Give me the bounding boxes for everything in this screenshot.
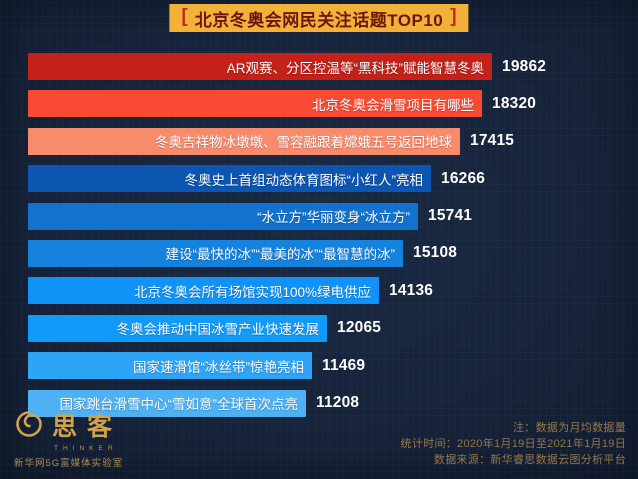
topic-bar: 冬奥史上首组动态体育图标“小红人”亮相 — [28, 165, 431, 193]
note-line: 数据来源：新华睿思数据云图分析平台 — [433, 454, 626, 466]
title-bracket-left: [ — [181, 6, 188, 27]
topic-bar: 冬奥吉祥物冰墩墩、雪容融跟着嫦娥五号返回地球 — [28, 127, 460, 155]
topic-value: 15741 — [428, 207, 473, 225]
topic-bar: 建设“最快的冰”“最美的冰”“最智慧的冰” — [28, 239, 403, 267]
topic-label: 北京冬奥会滑雪项目有哪些 — [312, 97, 474, 113]
topic-label: 国家跳台滑雪中心“雪如意”全球首次点亮 — [59, 397, 299, 413]
topic-bar: 国家跳台滑雪中心“雪如意”全球首次点亮 — [28, 389, 306, 417]
chart-bar-row: 冬奥史上首组动态体育图标“小红人”亮相 16266 — [28, 165, 638, 193]
chart-bar-row: 冬奥吉祥物冰墩墩、雪容融跟着嫦娥五号返回地球 17415 — [28, 127, 638, 155]
topic-label: 冬奥吉祥物冰墩墩、雪容融跟着嫦娥五号返回地球 — [155, 135, 452, 151]
chart-bar-row: 国家跳台滑雪中心“雪如意”全球首次点亮 11208 — [28, 389, 638, 417]
chart-bar-row: “水立方”华丽变身“冰立方” 15741 — [28, 202, 638, 230]
topic-label: 冬奥史上首组动态体育图标“小红人”亮相 — [184, 172, 424, 188]
bar-chart: AR观赛、分区控温等“黑科技”赋能智慧冬奥 19862 北京冬奥会滑雪项目有哪些 18… — [28, 53, 638, 427]
topic-value: 11208 — [316, 394, 360, 412]
chart-bar-row: 北京冬奥会所有场馆实现100%绿电供应 14136 — [28, 277, 638, 305]
chart-bar-row: 建设“最快的冰”“最美的冰”“最智慧的冰” 15108 — [28, 239, 638, 267]
topic-label: AR观赛、分区控温等“黑科技”赋能智慧冬奥 — [226, 60, 484, 76]
title-bracket-right: ] — [450, 6, 457, 27]
topic-value: 15108 — [413, 244, 458, 262]
topic-bar: 北京冬奥会滑雪项目有哪些 — [28, 90, 482, 118]
topic-bar: 国家速滑馆“冰丝带”惊艳亮相 — [28, 352, 312, 380]
chart-bar-row: AR观赛、分区控温等“黑科技”赋能智慧冬奥 19862 — [28, 53, 638, 80]
data-source-notes: 注：数据为月均数据量 统计时间：2020年1月19日至2021年1月19日 数据… — [401, 420, 626, 468]
topic-value: 11469 — [322, 356, 366, 374]
brand-caption: 新华网5G富媒体实验室 — [14, 458, 124, 469]
topic-bar: AR观赛、分区控温等“黑科技”赋能智慧冬奥 — [28, 53, 492, 80]
chart-bar-row: 北京冬奥会滑雪项目有哪些 18320 — [28, 90, 638, 118]
topic-label: 冬奥会推动中国冰雪产业快速发展 — [116, 322, 320, 338]
note-line: 注：数据为月均数据量 — [513, 422, 626, 434]
topic-value: 12065 — [337, 319, 382, 337]
page-title: 北京冬奥会网民关注话题TOP10 — [194, 10, 444, 30]
chart-bar-row: 冬奥会推动中国冰雪产业快速发展 12065 — [28, 314, 638, 342]
topic-value: 18320 — [492, 94, 537, 112]
topic-value: 16266 — [441, 169, 486, 187]
topic-label: 国家速滑馆“冰丝带”惊艳亮相 — [133, 359, 304, 375]
topic-bar: “水立方”华丽变身“冰立方” — [28, 202, 418, 230]
spiral-logo-icon — [14, 409, 44, 444]
topic-label: 北京冬奥会所有场馆实现100%绿电供应 — [133, 284, 371, 300]
topic-label: “水立方”华丽变身“冰立方” — [257, 210, 410, 226]
topic-bar: 北京冬奥会所有场馆实现100%绿电供应 — [28, 277, 379, 305]
topic-label: 建设“最快的冰”“最美的冰”“最智慧的冰” — [165, 247, 395, 263]
topic-value: 17415 — [470, 132, 515, 150]
topic-bar: 冬奥会推动中国冰雪产业快速发展 — [28, 314, 327, 342]
thinker-logo: 思客 THINKER 新华网5G富媒体实验室 — [14, 409, 124, 469]
note-line: 统计时间：2020年1月19日至2021年1月19日 — [400, 438, 626, 450]
chart-bar-row: 国家速滑馆“冰丝带”惊艳亮相 11469 — [28, 352, 638, 380]
topic-value: 14136 — [389, 281, 434, 299]
topic-value: 19862 — [502, 57, 547, 75]
brand-subtitle: THINKER — [54, 444, 118, 452]
chart-title-banner: [ 北京冬奥会网民关注话题TOP10 ] — [169, 4, 469, 32]
brand-name: 思客 — [52, 411, 123, 441]
